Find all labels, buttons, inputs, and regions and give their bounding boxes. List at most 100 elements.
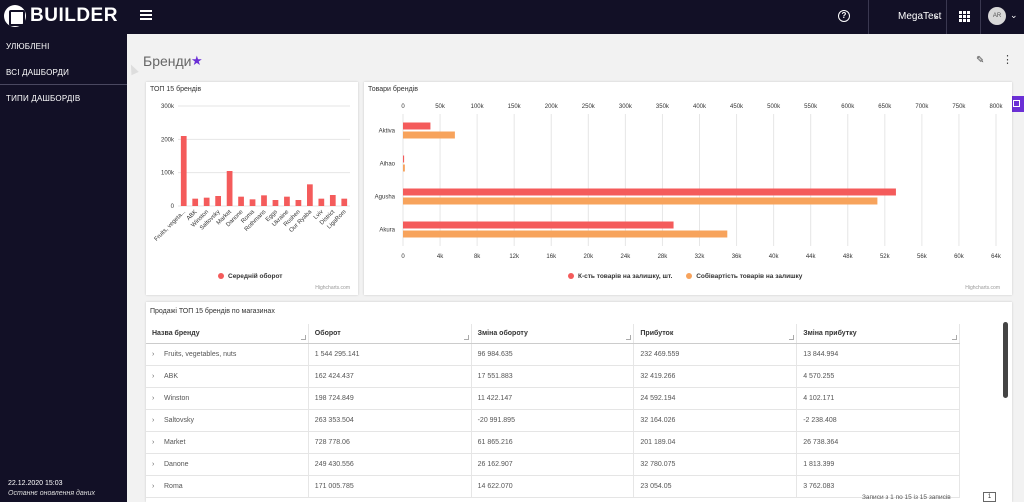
table-cell-value: 201 189.04 [640, 439, 676, 446]
legend-dot-icon [218, 273, 224, 279]
bar [341, 198, 348, 206]
table-row[interactable]: › Winston 198 724.849 11 422.147 24 592.194 4… [146, 388, 960, 410]
bottom-axis-tick-label: 8k [474, 254, 481, 260]
table-cell: 32 419.266 [634, 366, 798, 387]
table-column-header[interactable]: Зміна обороту [472, 324, 635, 343]
builder-logo-icon [4, 5, 26, 27]
expand-chevron-icon[interactable]: › [152, 395, 155, 402]
chart2-legend-item-cost[interactable]: Собівартість товарів на залишку [686, 273, 802, 280]
help-icon[interactable]: ? [838, 10, 850, 22]
expand-chevron-icon[interactable]: › [152, 461, 155, 468]
avatar[interactable]: AR [988, 7, 1006, 25]
expand-chevron-icon[interactable]: › [152, 483, 155, 490]
bar-cost [403, 197, 878, 205]
table-cell-value: 26 738.364 [803, 439, 839, 446]
table-scrollbar[interactable] [1003, 322, 1008, 398]
table-row[interactable]: › Roma 171 005.785 14 622.070 23 054.05 3 762… [146, 476, 960, 498]
menu-icon[interactable] [140, 10, 152, 20]
table-cell: 249 430.556 [309, 454, 472, 475]
sales-table-panel: Продажі ТОП 15 брендів по магазинах [146, 302, 1012, 502]
table-cell-value: 171 005.785 [314, 483, 354, 490]
chart1-title: ТОП 15 брендів [150, 86, 202, 93]
table-cell: 171 005.785 [309, 476, 472, 497]
category-label: Akura [379, 228, 395, 234]
mouse-cursor-icon [127, 62, 139, 76]
sidebar-item-all-dashboards[interactable]: ВСІ ДАШБОРДИ [6, 68, 70, 77]
side-panel-toggle-icon[interactable] [1009, 96, 1024, 112]
table-cell: 24 592.194 [634, 388, 798, 409]
expand-chevron-icon[interactable]: › [152, 351, 155, 358]
table-row[interactable]: › Fruits, vegetables, nuts 1 544 295.141 96… [146, 344, 960, 366]
chevron-down-icon[interactable]: ⌄ [932, 10, 940, 20]
bar [284, 196, 290, 206]
avatar-chevron-down-icon[interactable]: ⌄ [1010, 10, 1018, 20]
bar-cost [403, 230, 728, 238]
chart2-legend: К-сть товарів на залишку, шт. Собівартіс… [568, 273, 802, 280]
chart2-legend-item-qty[interactable]: К-сть товарів на залишку, шт. [568, 273, 672, 280]
table-cell-value: Fruits, vegetables, nuts [164, 351, 237, 358]
expand-chevron-icon[interactable]: › [152, 439, 155, 446]
top-axis-tick-label: 100k [471, 104, 485, 110]
bottom-axis-tick-label: 28k [658, 254, 669, 260]
table-cell-value: 32 780.075 [640, 461, 676, 468]
bar [249, 199, 256, 206]
x-tick-label: Lviv [313, 209, 325, 221]
table-cell: 11 422.147 [472, 388, 635, 409]
table-cell: 23 054.05 [634, 476, 798, 497]
chart2-legend-label-qty: К-сть товарів на залишку, шт. [578, 273, 673, 280]
table-cell: 61 865.216 [472, 432, 635, 453]
last-update-label: Останнє оновлення даних [8, 490, 96, 497]
bar-qty [403, 188, 896, 196]
table-cell: › Saltovsky [146, 410, 309, 431]
chart1-legend[interactable]: Середній оборот [218, 273, 282, 280]
table-row[interactable]: › Market 728 778.06 61 865.216 201 189.04 26 … [146, 432, 960, 454]
category-label: Aktiva [379, 129, 396, 135]
table-cell: 1 544 295.141 [309, 344, 472, 365]
top15-brands-panel: ТОП 15 брендів 0 100k 200k 300k Fruits, vege… [146, 82, 358, 295]
table-cell: › Fruits, vegetables, nuts [146, 344, 309, 365]
table-cell: 232 469.559 [634, 344, 798, 365]
sidebar-item-favorites[interactable]: УЛЮБЛЕНІ [6, 42, 50, 51]
expand-chevron-icon[interactable]: › [152, 373, 155, 380]
apps-grid-icon[interactable] [959, 11, 970, 22]
bar [192, 198, 199, 206]
top-axis-tick-label: 450k [730, 104, 744, 110]
table-cell-value: 14 622.070 [477, 483, 513, 490]
y-tick-label: 200k [161, 137, 175, 143]
table-column-header[interactable]: Оборот [309, 324, 472, 343]
top-axis-tick-label: 600k [841, 104, 855, 110]
table-column-header[interactable]: Прибуток [634, 324, 798, 343]
expand-chevron-icon[interactable]: › [152, 417, 155, 424]
bar-cost [403, 164, 405, 172]
edit-pencil-icon[interactable]: ✎ [976, 55, 985, 66]
table-column-header[interactable]: Назва бренду [146, 324, 309, 343]
user-name[interactable]: MegaTest [898, 11, 942, 22]
table-cell-value: Danone [164, 461, 189, 468]
category-label: Agusha [375, 195, 396, 201]
table-column-header[interactable]: Зміна прибутку [797, 324, 960, 343]
table-row[interactable]: › Saltovsky 263 353.504 -20 991.895 32 164.0… [146, 410, 960, 432]
top-axis-tick-label: 150k [508, 104, 522, 110]
pagination-page-button[interactable]: 1 [983, 492, 996, 502]
table-cell-value: Saltovsky [164, 417, 194, 424]
table-cell: 26 738.364 [797, 432, 960, 453]
table-row[interactable]: › Danone 249 430.556 26 162.907 32 780.075 1 … [146, 454, 960, 476]
bar [215, 196, 221, 206]
chart1-credits: Highcharts.com [315, 285, 350, 291]
category-label: Aihao [380, 162, 396, 168]
sidebar: УЛЮБЛЕНІ ВСІ ДАШБОРДИ ТИПИ ДАШБОРДІВ 22.… [0, 34, 127, 502]
favorite-star-icon[interactable]: ★ [191, 53, 203, 68]
more-options-icon[interactable]: ⋮ [1002, 54, 1013, 66]
table-cell: 96 984.635 [472, 344, 635, 365]
bar [329, 195, 336, 206]
table-row[interactable]: › ABK 162 424.437 17 551.883 32 419.266 4 570… [146, 366, 960, 388]
table-cell-value: 198 724.849 [314, 395, 354, 402]
table-cell: 26 162.907 [472, 454, 635, 475]
y-tick-label: 0 [171, 204, 175, 210]
bottom-axis-tick-label: 48k [843, 254, 854, 260]
bar-qty [403, 122, 431, 130]
table-cell-value: -2 238.408 [803, 417, 837, 424]
table-header-row: Назва бренду Оборот Зміна обороту Прибуток З… [146, 324, 960, 344]
bar-qty [403, 155, 405, 163]
sidebar-item-dashboard-types[interactable]: ТИПИ ДАШБОРДІВ [6, 94, 81, 103]
